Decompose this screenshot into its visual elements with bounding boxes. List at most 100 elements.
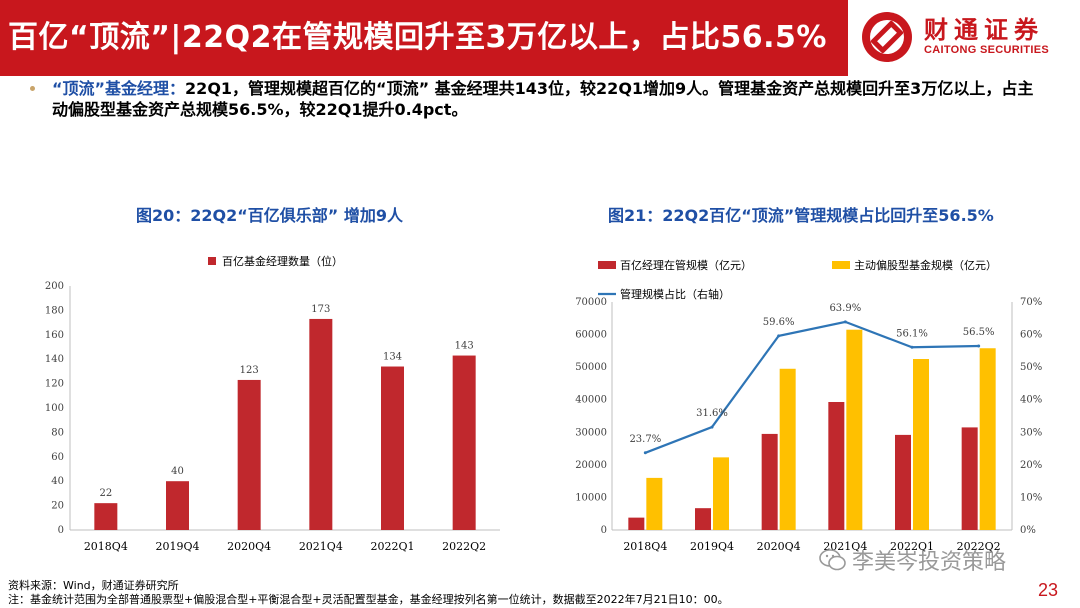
y-tick-label: 180 bbox=[45, 305, 64, 316]
data-label: 31.6% bbox=[696, 408, 728, 419]
y2-tick-label: 50% bbox=[1020, 362, 1042, 373]
chart-manager-count: 百亿基金经理数量（位） 0 20 40 60 80 100 120 140 160 180 200 20… bbox=[45, 254, 500, 553]
logo-chinese-name: 财通证券 bbox=[924, 16, 1044, 44]
data-label: 63.9% bbox=[829, 303, 861, 314]
y-tick-label: 40000 bbox=[575, 395, 607, 406]
bar-manager-aum bbox=[628, 517, 645, 530]
y-tick-label: 50000 bbox=[575, 362, 607, 373]
y-tick-label: 140 bbox=[45, 354, 64, 365]
logo-english-name: CAITONG SECURITIES bbox=[924, 44, 1049, 56]
bar-manager-aum bbox=[961, 427, 978, 530]
y-tick-label: 0 bbox=[601, 525, 607, 536]
x-tick-label: 2021Q4 bbox=[823, 540, 867, 553]
figure20-title: 图20：22Q2“百亿俱乐部” 增加9人 bbox=[136, 206, 404, 225]
summary-body: 22Q1，管理规模超百亿的“顶流” 基金经理共143位，较22Q1增加9人。管理… bbox=[52, 79, 1034, 119]
data-label: 56.5% bbox=[963, 327, 995, 338]
x-tick-label: 2022Q2 bbox=[957, 540, 1001, 553]
bar-manager-count bbox=[452, 355, 476, 530]
y-tick-label: 30000 bbox=[575, 427, 607, 438]
x-tick-label: 2021Q4 bbox=[299, 540, 343, 553]
chart-aum-share: 百亿经理在管规模（亿元） 主动偏股型基金规模（亿元） 管理规模占比（右轴） 0 1000… bbox=[575, 258, 1042, 553]
y2-tick-label: 20% bbox=[1020, 460, 1042, 471]
legend-label-share-line: 管理规模占比（右轴） bbox=[620, 287, 730, 301]
legend-label-active-equity: 主动偏股型基金规模（亿元） bbox=[854, 258, 997, 272]
y-tick-label: 10000 bbox=[575, 492, 607, 503]
watermark-text: 李美岑投资策略 bbox=[852, 550, 1007, 575]
bar-manager-count bbox=[237, 379, 261, 530]
y-tick-label: 120 bbox=[45, 379, 64, 390]
data-label: 143 bbox=[455, 341, 474, 352]
bar-active-equity bbox=[646, 477, 663, 530]
bar-manager-aum bbox=[761, 433, 778, 530]
y-tick-label: 200 bbox=[45, 281, 64, 292]
y-tick-label: 70000 bbox=[575, 297, 607, 308]
y-tick-label: 40 bbox=[51, 476, 64, 487]
y-tick-label: 20 bbox=[51, 501, 64, 512]
point-share bbox=[710, 425, 714, 429]
source-note: 资料来源：Wind，财通证券研究所 bbox=[8, 579, 179, 592]
x-tick-label: 2022Q2 bbox=[442, 540, 486, 553]
bar-active-equity bbox=[979, 348, 996, 530]
logo-mark-icon bbox=[862, 12, 912, 62]
data-label: 23.7% bbox=[629, 434, 661, 445]
data-label: 59.6% bbox=[763, 317, 795, 328]
bar-manager-aum bbox=[695, 508, 711, 530]
data-label: 40 bbox=[171, 466, 184, 477]
y-tick-label: 60 bbox=[51, 452, 64, 463]
legend-label-manager-count: 百亿基金经理数量（位） bbox=[222, 254, 343, 268]
x-tick-label: 2022Q1 bbox=[890, 540, 934, 553]
wechat-icon bbox=[819, 549, 846, 571]
legend-label-manager-aum: 百亿经理在管规模（亿元） bbox=[620, 258, 752, 272]
data-label: 56.1% bbox=[896, 328, 928, 339]
y2-tick-label: 0% bbox=[1020, 525, 1036, 536]
point-share bbox=[643, 451, 647, 455]
bar-manager-count bbox=[381, 366, 404, 530]
line-share bbox=[644, 320, 979, 454]
y-tick-label: 160 bbox=[45, 330, 64, 341]
summary-lead: “顶流”基金经理： bbox=[52, 79, 186, 98]
x-tick-label: 2018Q4 bbox=[623, 540, 667, 553]
y2-tick-label: 40% bbox=[1020, 395, 1042, 406]
bar-active-equity bbox=[779, 368, 796, 530]
data-label: 173 bbox=[311, 304, 330, 315]
y2-tick-label: 30% bbox=[1020, 427, 1042, 438]
footnote: 注：基金统计范围为全部普通股票型+偏股混合型+平衡混合型+灵活配置型基金，基金经… bbox=[8, 593, 729, 606]
bar-manager-aum bbox=[895, 434, 911, 530]
page-title: 百亿“顶流”|22Q2在管规模回升至3万亿以上，占比56.5% bbox=[8, 20, 827, 55]
x-tick-label: 2019Q4 bbox=[690, 540, 734, 553]
y2-tick-label: 60% bbox=[1020, 330, 1042, 341]
y-tick-label: 60000 bbox=[575, 330, 607, 341]
y2-tick-label: 10% bbox=[1020, 492, 1042, 503]
y-tick-label: 0 bbox=[58, 525, 64, 536]
x-tick-label: 2020Q4 bbox=[227, 540, 271, 553]
data-label: 22 bbox=[99, 488, 112, 499]
bar-manager-aum bbox=[828, 401, 845, 530]
data-label: 134 bbox=[383, 352, 402, 363]
point-share bbox=[977, 344, 981, 348]
y-tick-label: 80 bbox=[51, 427, 64, 438]
legend-swatch-manager-aum bbox=[598, 261, 616, 269]
y-tick-label: 20000 bbox=[575, 460, 607, 471]
x-tick-label: 2020Q4 bbox=[757, 540, 801, 553]
bar-manager-count bbox=[166, 481, 189, 530]
point-share bbox=[910, 345, 914, 349]
x-tick-label: 2022Q1 bbox=[370, 540, 414, 553]
data-label: 123 bbox=[240, 365, 259, 376]
x-tick-label: 2018Q4 bbox=[84, 540, 128, 553]
page-number: 23 bbox=[1037, 580, 1058, 600]
bullet-icon bbox=[30, 86, 35, 91]
legend-swatch-manager-count bbox=[208, 257, 216, 265]
bar-active-equity bbox=[913, 359, 929, 530]
point-share bbox=[777, 334, 781, 338]
y-tick-label: 100 bbox=[45, 403, 64, 414]
company-logo: 财通证券 CAITONG SECURITIES bbox=[848, 0, 1080, 76]
bar-manager-count bbox=[309, 318, 333, 530]
legend-swatch-active-equity bbox=[832, 261, 850, 269]
bar-active-equity bbox=[846, 329, 863, 530]
x-tick-label: 2019Q4 bbox=[155, 540, 199, 553]
bar-manager-count bbox=[94, 503, 118, 530]
y2-tick-label: 70% bbox=[1020, 297, 1042, 308]
summary-paragraph: “顶流”基金经理：22Q1，管理规模超百亿的“顶流” 基金经理共143位，较22… bbox=[52, 78, 1042, 120]
bar-active-equity bbox=[713, 457, 729, 530]
point-share bbox=[843, 320, 847, 324]
